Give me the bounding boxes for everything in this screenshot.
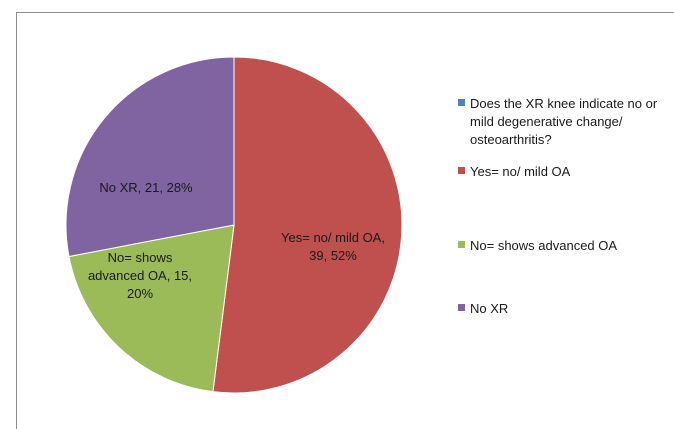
pie-slice-2: [212, 56, 403, 394]
data-label-2: Yes= no/ mild OA, 39, 52%: [281, 230, 385, 263]
legend-swatch-4: [458, 304, 465, 311]
legend-swatch-3: [458, 241, 465, 248]
legend-swatch-1: [458, 99, 465, 106]
pie-slice-4: [65, 56, 235, 258]
legend-swatch-2: [458, 167, 465, 174]
pie-slices: [65, 56, 403, 394]
legend-item-2: Yes= no/ mild OA: [458, 163, 670, 181]
legend-item-1: Does the XR knee indicate no or mild deg…: [458, 95, 670, 149]
data-label-3: No= shows advanced OA, 15, 20%: [88, 250, 192, 301]
chart-border-top: [16, 12, 674, 13]
pie-slice-3: [68, 224, 235, 393]
legend-item-3: No= shows advanced OA: [458, 237, 670, 255]
legend-label-2: Yes= no/ mild OA: [470, 164, 571, 179]
legend-label-3: No= shows advanced OA: [470, 238, 618, 253]
legend-item-4: No XR: [458, 300, 670, 318]
chart-legend: Does the XR knee indicate no or mild deg…: [458, 95, 670, 318]
legend-label-4: No XR: [470, 301, 509, 316]
legend-label-1: Does the XR knee indicate no or mild deg…: [470, 96, 658, 147]
chart-border-left: [16, 12, 17, 429]
data-label-4: No XR, 21, 28%: [99, 180, 193, 195]
pie-data-labels: Yes= no/ mild OA, 39, 52% No= shows advance…: [88, 180, 385, 301]
